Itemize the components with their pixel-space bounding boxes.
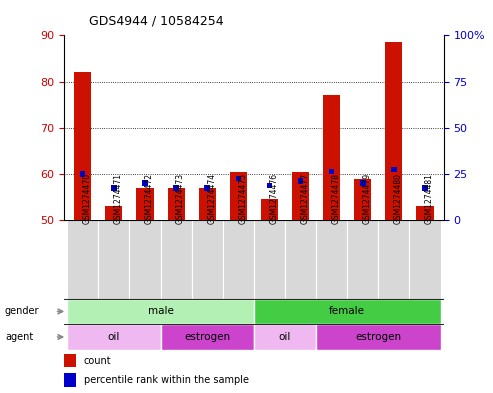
Text: GSM1274481: GSM1274481 xyxy=(425,173,434,224)
Text: male: male xyxy=(147,307,174,316)
Bar xyxy=(67,299,254,324)
Bar xyxy=(205,185,210,191)
Bar xyxy=(254,324,316,350)
Text: estrogen: estrogen xyxy=(355,332,401,342)
Bar xyxy=(98,220,130,299)
Text: GSM1274477: GSM1274477 xyxy=(301,173,310,224)
Text: oil: oil xyxy=(107,332,120,342)
Text: GSM1274476: GSM1274476 xyxy=(270,173,279,224)
Text: oil: oil xyxy=(279,332,291,342)
Text: GSM1274470: GSM1274470 xyxy=(83,173,92,224)
Text: GSM1274479: GSM1274479 xyxy=(363,173,372,224)
Text: GSM1274480: GSM1274480 xyxy=(394,173,403,224)
Text: GSM1274471: GSM1274471 xyxy=(114,173,123,224)
Text: GSM1274473: GSM1274473 xyxy=(176,173,185,224)
Text: GSM1274474: GSM1274474 xyxy=(207,173,216,224)
Bar xyxy=(236,176,241,181)
Bar xyxy=(106,206,122,220)
Bar xyxy=(161,220,192,299)
Bar xyxy=(378,220,410,299)
Bar xyxy=(67,220,98,299)
Bar xyxy=(261,199,278,220)
Bar xyxy=(417,206,433,220)
Bar xyxy=(174,185,179,191)
Bar xyxy=(192,220,223,299)
Bar xyxy=(329,169,334,174)
Bar xyxy=(137,188,153,220)
Bar xyxy=(347,220,378,299)
Bar xyxy=(254,220,285,299)
Bar xyxy=(354,178,371,220)
Bar xyxy=(223,220,254,299)
Bar xyxy=(285,220,316,299)
Bar xyxy=(168,188,185,220)
Bar xyxy=(316,324,441,350)
Bar xyxy=(298,178,303,184)
Text: count: count xyxy=(84,356,111,366)
Bar xyxy=(130,220,161,299)
Bar xyxy=(74,72,91,220)
Bar xyxy=(410,220,441,299)
Bar xyxy=(254,299,441,324)
Bar xyxy=(230,172,247,220)
Bar xyxy=(360,180,365,186)
Bar xyxy=(323,95,340,220)
Bar xyxy=(423,185,428,191)
Bar xyxy=(111,185,117,191)
Bar xyxy=(64,373,76,387)
Bar xyxy=(316,220,347,299)
Text: GSM1274472: GSM1274472 xyxy=(145,173,154,224)
Bar xyxy=(391,167,397,172)
Bar xyxy=(386,42,402,220)
Text: GDS4944 / 10584254: GDS4944 / 10584254 xyxy=(89,15,223,28)
Bar xyxy=(142,180,148,186)
Text: agent: agent xyxy=(5,332,33,342)
Bar xyxy=(199,188,216,220)
Text: percentile rank within the sample: percentile rank within the sample xyxy=(84,375,249,386)
Text: female: female xyxy=(329,307,365,316)
Text: GSM1274475: GSM1274475 xyxy=(238,173,247,224)
Bar xyxy=(64,354,76,367)
Text: estrogen: estrogen xyxy=(184,332,230,342)
Text: gender: gender xyxy=(5,307,39,316)
Bar xyxy=(267,183,272,188)
Text: GSM1274478: GSM1274478 xyxy=(332,173,341,224)
Bar xyxy=(80,171,85,177)
Bar xyxy=(161,324,254,350)
Bar xyxy=(67,324,161,350)
Bar xyxy=(292,172,309,220)
